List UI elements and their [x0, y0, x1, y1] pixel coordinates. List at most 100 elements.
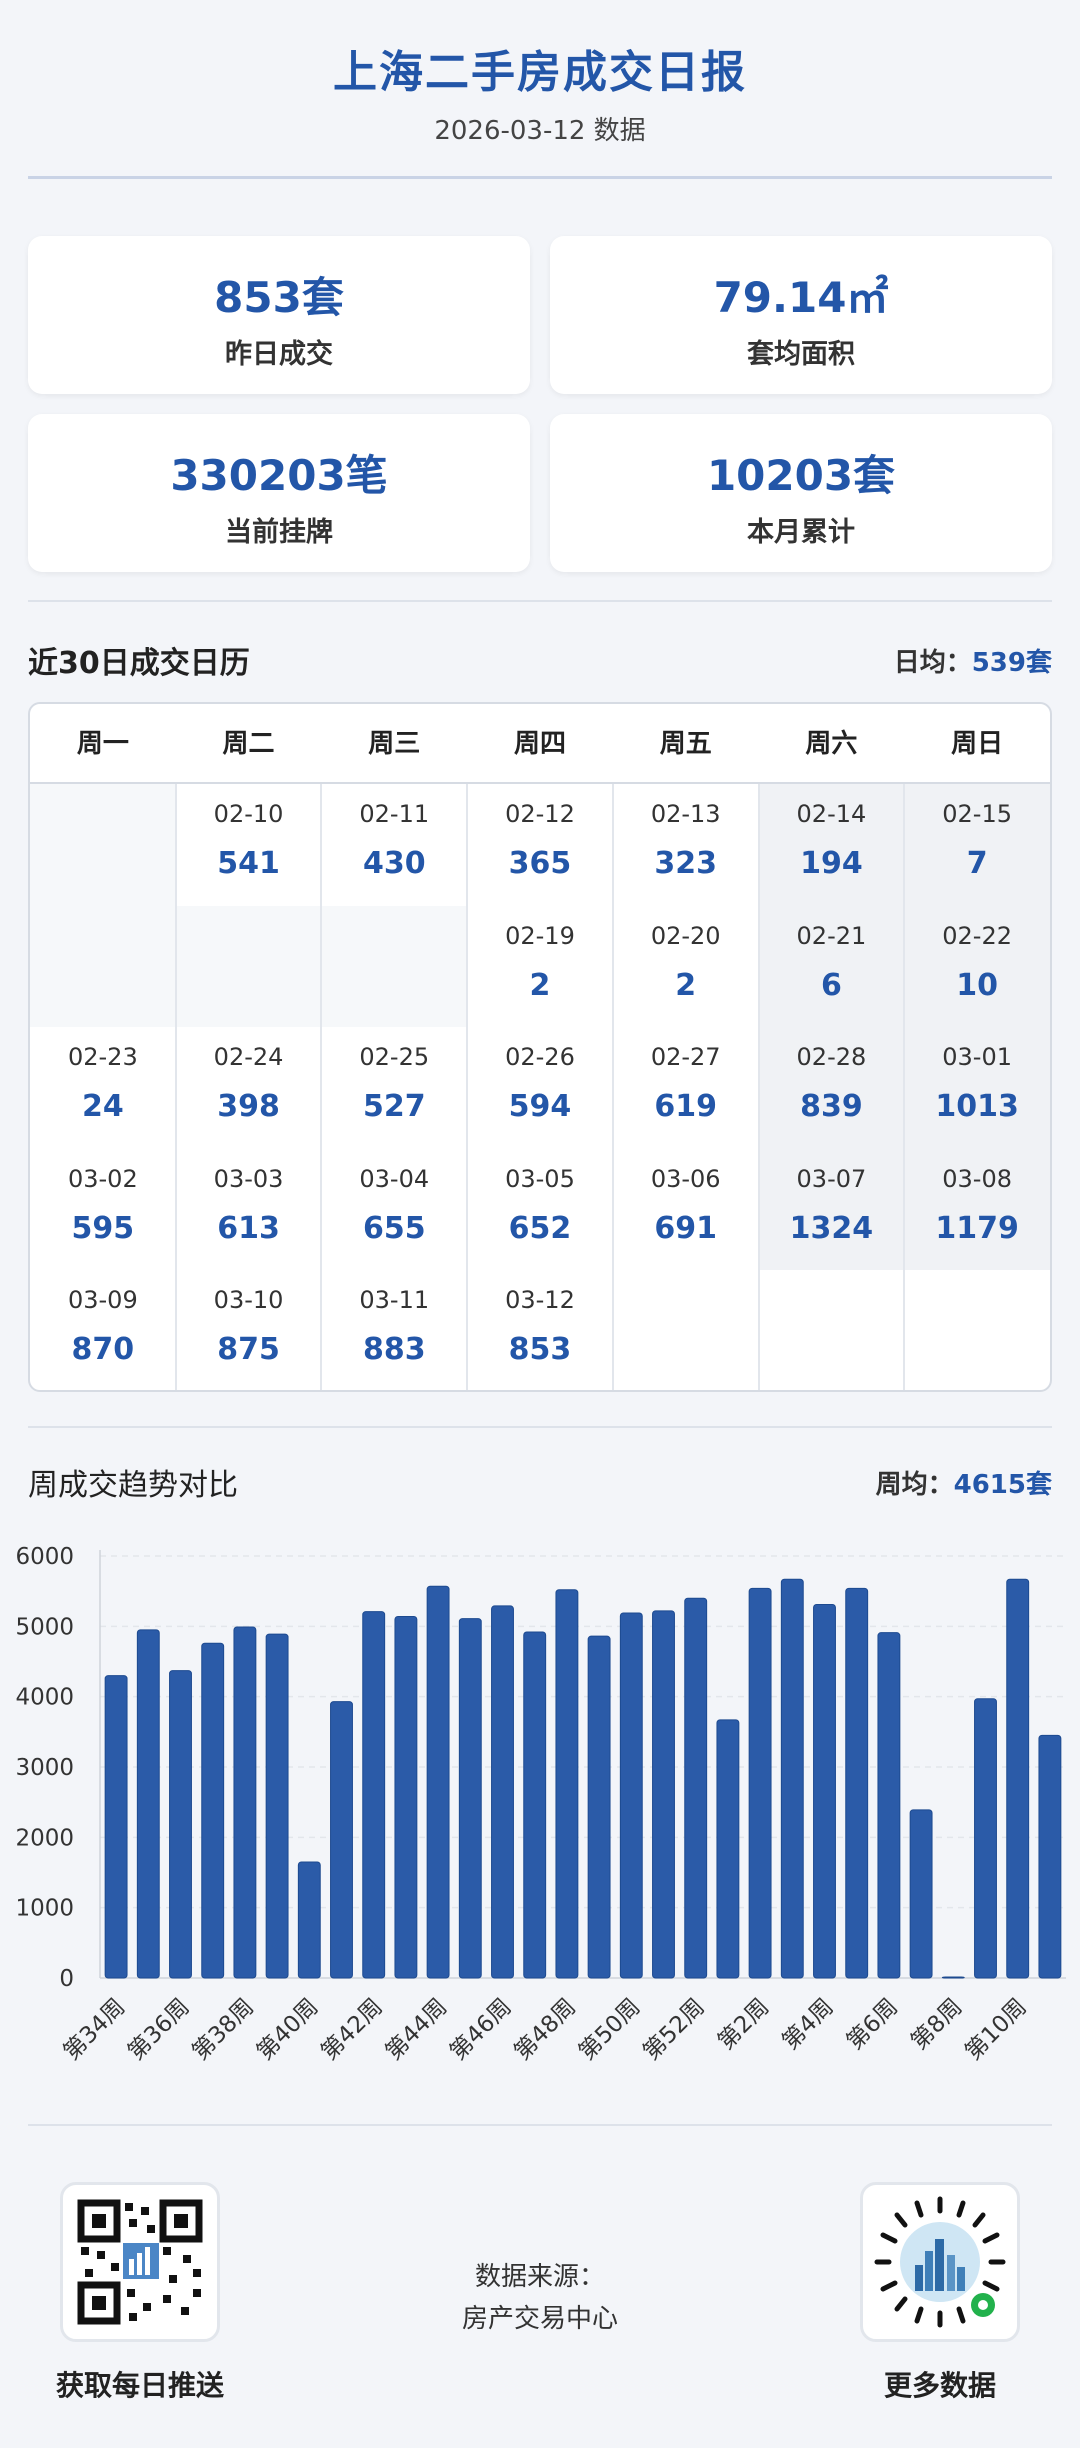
calendar-day-count: 595 — [71, 1210, 135, 1246]
calendar-day-count: 619 — [654, 1089, 717, 1125]
calendar-weekday: 周日 — [951, 729, 1004, 759]
calendar-day-cell: 02-15 7 — [904, 784, 1050, 906]
chart-bar — [136, 1629, 160, 1979]
section-divider — [28, 600, 1052, 602]
chart-x-tick-label: 第4周 — [777, 1994, 838, 2055]
chart-x-tick-label: 第48周 — [510, 1994, 582, 2066]
calendar-weekend-bg — [904, 905, 1050, 1028]
calendar-avg: 日均：539套 — [894, 642, 1052, 679]
stat-card-month-total: 10203套 本月累计 — [550, 414, 1052, 572]
page-title: 上海二手房成交日报 — [333, 47, 747, 98]
chart-bar — [1038, 1734, 1062, 1979]
calendar-day-count: 6 — [820, 967, 842, 1003]
calendar-day-cell: 03-05 652 — [467, 1149, 613, 1271]
calendar-day-cell: 02-27 619 — [613, 1027, 759, 1149]
calendar-day-count: 655 — [362, 1210, 426, 1246]
chart-bar — [587, 1635, 611, 1979]
calendar-day-cell: 02-23 24 — [30, 1027, 176, 1149]
chart-y-tick-label: 1000 — [15, 1896, 74, 1922]
chart-y-tick-label: 6000 — [15, 1544, 74, 1570]
calendar-day-date: 02-22 — [942, 921, 1012, 950]
calendar-day-cell: 02-19 2 — [467, 906, 613, 1028]
chart-x-tick-label: 第2周 — [713, 1994, 774, 2055]
chart-bar — [201, 1642, 225, 1979]
chart-x-tick-label: 第50周 — [574, 1994, 646, 2066]
mini-program-code[interactable] — [860, 2182, 1020, 2342]
calendar-day-cell: 03-11 883 — [321, 1270, 467, 1390]
calendar-day-count: 10 — [956, 967, 998, 1003]
calendar-column-line — [903, 784, 906, 1390]
calendar-day-date: 03-02 — [67, 1164, 138, 1193]
calendar-day-count: 870 — [71, 1332, 135, 1368]
calendar-weekend-bg — [758, 905, 905, 1028]
chart-bar — [974, 1698, 997, 1979]
calendar-day-date: 03-10 — [213, 1286, 284, 1315]
calendar-day-cell: 02-24 398 — [176, 1027, 322, 1149]
calendar-day-count: 1013 — [935, 1089, 1019, 1125]
calendar-title: 近30日成交日历 — [28, 646, 250, 681]
calendar-day-cell: 02-10 541 — [176, 784, 322, 906]
chart-bar — [748, 1587, 772, 1979]
calendar-day-cell: 02-28 839 — [759, 1027, 905, 1149]
stat-value: 330203笔 — [170, 451, 388, 500]
calendar-day-cell: 02-20 2 — [613, 906, 759, 1028]
calendar-day-cell: 03-04 655 — [321, 1149, 467, 1271]
calendar-day-count: 24 — [81, 1089, 124, 1125]
qr-right-label: 更多数据 — [883, 2369, 996, 2402]
calendar-day-cell: 03-02 595 — [30, 1149, 176, 1271]
chart-bar — [652, 1610, 675, 1979]
calendar-weekend-bg — [758, 1148, 905, 1271]
stat-label: 本月累计 — [747, 517, 855, 548]
chart-x-tick-label: 第44周 — [381, 1994, 453, 2066]
calendar-day-cell: 02-26 594 — [467, 1027, 613, 1149]
chart-x-tick-label: 第40周 — [252, 1994, 324, 2066]
chart-x-tick-label: 第8周 — [906, 1994, 967, 2055]
calendar-day-date: 02-20 — [650, 921, 721, 950]
calendar-day-cell: 03-06 691 — [613, 1149, 759, 1271]
qr-code-icon — [77, 2199, 203, 2325]
calendar-day-date: 03-08 — [942, 1164, 1012, 1193]
chart-bar — [233, 1626, 257, 1979]
weekly-bar-chart: 0 1000 2000 3000 4000 5000 6000 第34周 第36周 第38周 第40… — [0, 1530, 1080, 2090]
calendar-day-date: 02-15 — [942, 800, 1012, 828]
calendar-day-cell: 02-12 365 — [467, 784, 613, 906]
calendar-empty-bg — [30, 784, 176, 906]
stat-card-yesterday: 853套 昨日成交 — [28, 236, 530, 394]
calendar-avg-label: 日均： — [893, 648, 972, 678]
qr-code-left[interactable] — [60, 2182, 220, 2342]
calendar-day-cell: 03-07 1324 — [759, 1149, 905, 1271]
calendar-weekend-bg — [758, 784, 905, 906]
chart-x-tick-label: 第6周 — [842, 1994, 903, 2055]
calendar-day-cell: 02-14 194 — [759, 784, 905, 906]
calendar-day-date: 02-28 — [796, 1043, 867, 1072]
calendar-day-date: 02-27 — [650, 1043, 721, 1072]
chart-y-tick-label: 5000 — [15, 1614, 74, 1640]
calendar-day-cell: 03-03 613 — [176, 1149, 322, 1271]
calendar-weekday: 周三 — [368, 729, 421, 759]
weekly-avg-value: 4615套 — [953, 1470, 1052, 1500]
calendar-day-date: 02-24 — [213, 1043, 284, 1072]
calendar-day-cell: 03-10 875 — [176, 1270, 322, 1390]
chart-x-tick-label: 第46周 — [445, 1994, 517, 2066]
chart-x-tick-label: 第10周 — [960, 1994, 1032, 2066]
chart-bar — [716, 1719, 740, 1979]
chart-y-tick-label: 3000 — [15, 1755, 74, 1781]
header: 上海二手房成交日报 2026-03-12 数据 — [0, 0, 1080, 180]
calendar-day-date: 02-12 — [505, 800, 575, 828]
calendar-day-date: 03-12 — [505, 1286, 575, 1315]
calendar-weekday: 周五 — [659, 729, 712, 759]
calendar-column-line — [611, 784, 614, 1390]
chart-bar — [555, 1589, 579, 1979]
chart-x-tick-label: 第38周 — [188, 1994, 260, 2066]
calendar-day-cell: 03-12 853 — [467, 1270, 613, 1390]
stat-label: 当前挂牌 — [225, 517, 333, 548]
calendar-day-cell: 03-08 1179 — [904, 1149, 1050, 1271]
calendar-day-cell: 02-13 323 — [613, 784, 759, 906]
calendar-day-count: 2 — [675, 967, 697, 1003]
calendar-weekend-bg — [904, 1027, 1050, 1149]
calendar-day-date: 02-10 — [213, 800, 284, 828]
calendar-column-line — [757, 784, 760, 1390]
chart-y-tick-label: 2000 — [15, 1825, 74, 1851]
calendar-avg-value: 539套 — [971, 648, 1052, 678]
calendar-day-date: 02-23 — [67, 1043, 138, 1072]
